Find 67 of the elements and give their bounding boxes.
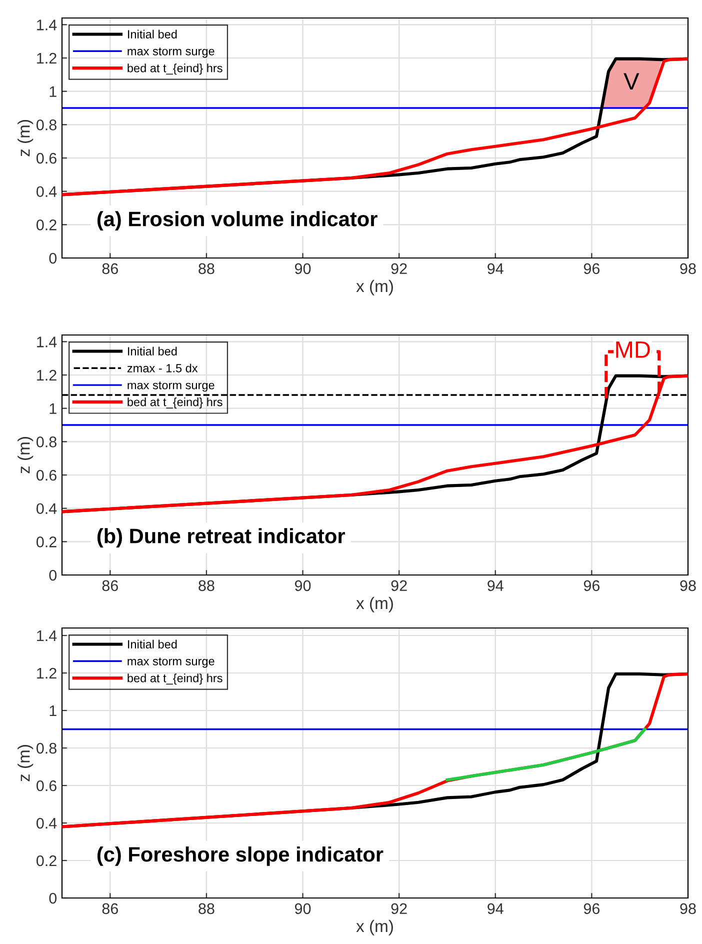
legend-label: max storm surge [128, 48, 214, 58]
y-tick-label: 1.2 [37, 668, 56, 679]
y-tick-label: 0.6 [36, 152, 56, 164]
x-tick-label: 92 [391, 903, 407, 914]
y-tick-label: 0.8 [36, 120, 56, 130]
y-tick-label: 0 [49, 252, 57, 264]
x-tick-label: 88 [198, 263, 214, 274]
legend-label: zmax - 1.5 dx [127, 364, 198, 372]
x-tick-label: 96 [584, 903, 600, 914]
x-tick-label: 94 [488, 903, 504, 914]
x-tick-label: 90 [294, 263, 311, 274]
annotation: (c) Foreshore slope indicator [97, 846, 384, 866]
legend-label: max storm surge [128, 382, 214, 392]
y-tick-label: 1 [50, 86, 56, 97]
x-tick-label: 92 [391, 580, 407, 592]
x-tick-label: 90 [294, 580, 311, 592]
annotation: (a) Erosion volume indicator [97, 211, 378, 231]
annotation: (b) Dune retreat indicator [97, 528, 345, 548]
annotation: MD [616, 342, 650, 358]
legend-label: Initial bed [128, 30, 177, 38]
line-series [446, 728, 646, 782]
x-tick-label: 96 [584, 580, 600, 592]
y-tick-label: 1.4 [37, 336, 57, 348]
y-tick-label: 0.2 [36, 536, 56, 548]
x-tick-label: 96 [584, 263, 600, 274]
y-tick-label: 0.8 [36, 436, 56, 448]
legend-label: bed at t_{eind} hrs [128, 674, 222, 685]
y-tick-label: 0.8 [36, 742, 56, 754]
annotation: V [624, 73, 640, 90]
legend-label: bed at t_{eind} hrs [128, 398, 222, 409]
x-tick-label: 90 [294, 903, 311, 914]
x-tick-label: 98 [680, 263, 696, 274]
x-tick-label: 94 [488, 580, 504, 592]
y-tick-label: 0 [49, 570, 57, 581]
x-tick-label: 88 [198, 580, 214, 592]
y-tick-label: 1.4 [37, 630, 57, 642]
y-axis-title: z (m) [18, 437, 34, 474]
legend-label: max storm surge [128, 658, 214, 668]
x-tick-label: 92 [391, 263, 407, 274]
x-tick-label: 86 [102, 580, 118, 592]
y-tick-label: 1.2 [37, 370, 56, 381]
x-tick-label: 94 [488, 263, 504, 274]
y-tick-label: 1 [50, 706, 56, 716]
y-tick-label: 0.2 [36, 220, 56, 230]
legend-label: bed at t_{eind} hrs [128, 64, 222, 75]
x-tick-label: 88 [198, 903, 214, 914]
x-axis-title: x (m) [356, 280, 393, 296]
y-tick-label: 0.4 [36, 818, 57, 829]
legend-label: Initial bed [128, 640, 177, 648]
x-axis-title: x (m) [356, 596, 393, 612]
y-axis-title: z (m) [18, 745, 34, 782]
x-tick-label: 98 [680, 580, 696, 592]
x-axis-title: x (m) [356, 920, 393, 936]
y-tick-label: 0.6 [36, 780, 56, 792]
y-tick-label: 0.4 [36, 503, 57, 514]
y-tick-label: 1.4 [37, 20, 57, 30]
y-axis-title: z (m) [18, 120, 34, 156]
y-tick-label: 1.2 [37, 52, 56, 64]
legend-label: Initial bed [128, 346, 177, 356]
x-tick-label: 98 [680, 903, 696, 914]
y-tick-label: 0 [49, 892, 57, 904]
x-tick-label: 86 [102, 263, 118, 274]
y-tick-label: 0.2 [36, 855, 56, 866]
y-tick-label: 1 [50, 403, 56, 414]
y-tick-label: 0.4 [36, 186, 57, 198]
x-tick-label: 86 [102, 903, 118, 914]
y-tick-label: 0.6 [36, 470, 56, 481]
